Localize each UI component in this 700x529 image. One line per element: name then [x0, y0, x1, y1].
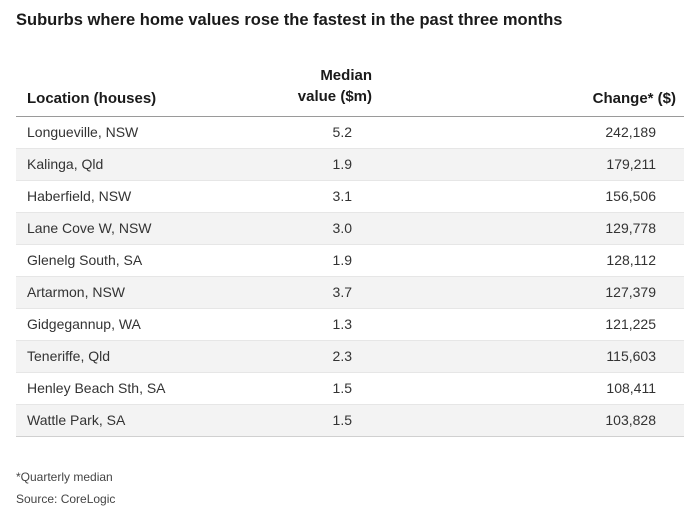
- table-row: Artarmon, NSW 3.7 127,379: [16, 277, 684, 309]
- change-cell: 108,411: [606, 380, 656, 396]
- table-row: Lane Cove W, NSW 3.0 129,778: [16, 213, 684, 245]
- location-cell: Artarmon, NSW: [27, 284, 126, 300]
- median-value-cell: 3.1: [332, 188, 352, 204]
- change-cell: 129,778: [605, 220, 656, 236]
- median-value-cell: 1.3: [332, 316, 352, 332]
- location-cell: Teneriffe, Qld: [27, 348, 111, 364]
- table-row: Glenelg South, SA 1.9 128,112: [16, 245, 684, 277]
- table-row: Gidgegannup, WA 1.3 121,225: [16, 309, 684, 341]
- column-header-median-line1: Median: [320, 67, 372, 84]
- column-header-change: Change* ($): [592, 90, 676, 107]
- change-cell: 128,112: [606, 252, 656, 268]
- location-cell: Wattle Park, SA: [27, 412, 126, 428]
- median-value-cell: 1.5: [332, 380, 352, 396]
- median-value-cell: 1.9: [332, 156, 352, 172]
- location-cell: Haberfield, NSW: [27, 188, 132, 204]
- table-row: Kalinga, Qld 1.9 179,211: [16, 149, 684, 181]
- column-header-median-value: Median value ($m): [246, 65, 372, 107]
- median-value-cell: 3.7: [332, 284, 352, 300]
- change-cell: 121,225: [605, 316, 656, 332]
- change-cell: 156,506: [605, 188, 656, 204]
- table-row: Longueville, NSW 5.2 242,189: [16, 117, 684, 149]
- median-value-cell: 2.3: [332, 348, 352, 364]
- column-header-median-line2: value ($m): [297, 88, 372, 105]
- column-header-location: Location (houses): [27, 90, 157, 107]
- location-cell: Lane Cove W, NSW: [27, 220, 152, 236]
- table-row: Teneriffe, Qld 2.3 115,603: [16, 341, 684, 373]
- change-cell: 179,211: [606, 156, 656, 172]
- location-cell: Henley Beach Sth, SA: [27, 380, 166, 396]
- median-value-cell: 5.2: [332, 124, 352, 140]
- location-cell: Longueville, NSW: [27, 124, 139, 140]
- page-title: Suburbs where home values rose the faste…: [16, 11, 563, 29]
- location-cell: Glenelg South, SA: [27, 252, 143, 268]
- median-value-cell: 1.5: [332, 412, 352, 428]
- table-row: Haberfield, NSW 3.1 156,506: [16, 181, 684, 213]
- change-cell: 242,189: [605, 124, 656, 140]
- change-cell: 127,379: [605, 284, 656, 300]
- median-value-cell: 3.0: [332, 220, 352, 236]
- table-header: Location (houses) Median value ($m) Chan…: [16, 66, 684, 117]
- location-cell: Kalinga, Qld: [27, 156, 104, 172]
- change-cell: 103,828: [605, 412, 656, 428]
- change-cell: 115,603: [606, 348, 656, 364]
- source-note: Source: CoreLogic: [16, 492, 116, 506]
- table-body: Longueville, NSW 5.2 242,189 Kalinga, Ql…: [16, 117, 684, 437]
- table-row: Henley Beach Sth, SA 1.5 108,411: [16, 373, 684, 405]
- median-value-cell: 1.9: [332, 252, 352, 268]
- table-row: Wattle Park, SA 1.5 103,828: [16, 405, 684, 437]
- location-cell: Gidgegannup, WA: [27, 316, 141, 332]
- footnote: *Quarterly median: [16, 470, 113, 484]
